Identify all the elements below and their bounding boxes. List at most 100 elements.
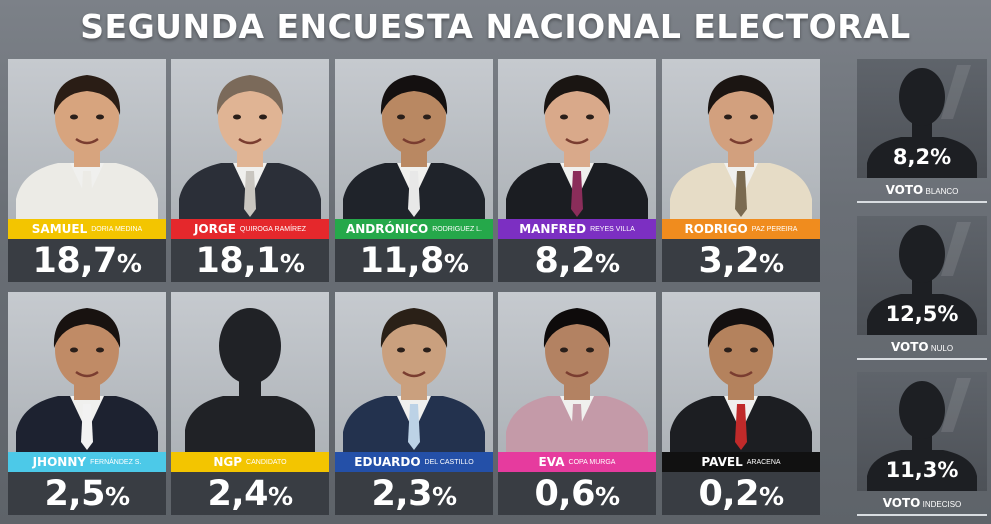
percentage-value: 11,8 — [359, 240, 445, 281]
candidate-name-bar: RODRIGO PAZ PEREIRA — [662, 219, 820, 239]
percentage-value: 0,2 — [698, 473, 759, 514]
candidate-face — [709, 312, 773, 388]
candidate-face — [545, 312, 609, 388]
vote-type-label: VOTO INDECISO — [857, 495, 987, 511]
left-eye — [70, 347, 78, 353]
candidate-card: PAVEL ARACENA 0,2% — [662, 292, 820, 515]
candidate-photo — [171, 292, 329, 452]
candidate-name-bar: EVA COPA MURGA — [498, 452, 656, 472]
candidate-percentage-box: 11,8% — [335, 239, 493, 282]
candidate-portrait — [506, 308, 648, 452]
candidate-portrait — [343, 75, 485, 219]
candidate-photo — [498, 292, 656, 452]
candidate-last-name: REYES VILLA — [590, 225, 635, 233]
percentage-value: 2,5 — [44, 473, 105, 514]
candidate-portrait — [670, 308, 812, 452]
candidate-last-name: CANDIDATO — [246, 458, 287, 466]
candidate-percentage-box: 3,2% — [662, 239, 820, 282]
candidate-last-name: ARACENA — [746, 458, 781, 466]
candidate-last-name: FERNÁNDEZ S. — [90, 458, 142, 466]
candidate-percentage: 2,5% — [44, 473, 130, 514]
candidate-card: ANDRÓNICO RODRIGUEZ L. 11,8% — [335, 59, 493, 282]
candidate-card: MANFRED REYES VILLA 8,2% — [498, 59, 656, 282]
candidate-name-bar: ANDRÓNICO RODRIGUEZ L. — [335, 219, 493, 239]
candidate-card: EDUARDO DEL CASTILLO 2,3% — [335, 292, 493, 515]
candidate-card: JHONNY FERNÁNDEZ S. 2,5% — [8, 292, 166, 515]
candidate-first-name: RODRIGO — [684, 222, 748, 236]
percent-sign: % — [116, 248, 142, 278]
percent-sign: % — [594, 248, 620, 278]
vote-type-box: 12,5% — [857, 216, 987, 335]
candidate-percentage-box: 18,7% — [8, 239, 166, 282]
silhouette-icon — [867, 65, 977, 178]
candidate-photo — [335, 292, 493, 452]
divider-line — [857, 358, 987, 360]
left-eye — [397, 347, 405, 353]
candidate-name-bar: SAMUEL DORIA MEDINA — [8, 219, 166, 239]
silhouette-neck — [912, 121, 932, 141]
percentage-value: 0,6 — [534, 473, 595, 514]
candidate-photo — [662, 292, 820, 452]
glare-shape — [941, 65, 971, 119]
vote-word: VOTO — [882, 496, 921, 510]
candidate-first-name: MANFRED — [519, 222, 587, 236]
candidate-mouth — [402, 137, 426, 145]
candidate-percentage-box: 2,3% — [335, 472, 493, 515]
vote-type-box: 8,2% — [857, 59, 987, 178]
candidate-card: SAMUEL DORIA MEDINA 18,7% — [8, 59, 166, 282]
left-eye — [397, 114, 405, 120]
candidate-percentage: 3,2% — [698, 241, 784, 281]
candidate-last-name: COPA MURGA — [568, 458, 616, 466]
right-eye — [423, 114, 431, 120]
silhouette-body — [185, 396, 315, 452]
percentage-value: 8,2 — [534, 240, 595, 281]
candidate-tie — [571, 171, 583, 217]
percentage-value: 2,3 — [371, 473, 432, 514]
candidate-mouth — [238, 137, 262, 145]
candidate-tie — [81, 171, 93, 217]
percentage-value: 2,4 — [207, 473, 268, 514]
vote-type-nulo: 12,5% VOTO NULO — [857, 216, 987, 362]
candidate-hair — [53, 308, 121, 348]
left-eye — [724, 114, 732, 120]
divider-line — [857, 201, 987, 203]
candidate-face — [55, 312, 119, 388]
candidate-percentage-box: 0,6% — [498, 472, 656, 515]
percent-sign: % — [758, 481, 784, 511]
percent-sign: % — [443, 248, 469, 278]
candidate-first-name: PAVEL — [701, 455, 743, 469]
vote-type-box: 11,3% — [857, 372, 987, 491]
candidate-first-name: EVA — [538, 455, 565, 469]
candidate-portrait — [343, 308, 485, 452]
candidate-face — [709, 79, 773, 155]
candidate-percentage: 8,2% — [534, 240, 620, 281]
candidate-hair — [216, 75, 284, 115]
candidate-percentage: 18,7% — [33, 241, 142, 281]
percent-sign: % — [267, 481, 293, 511]
candidate-hair — [543, 308, 611, 348]
vote-type-blanco: 8,2% VOTO BLANCO — [857, 59, 987, 205]
percent-sign: % — [104, 481, 130, 511]
candidate-tie — [244, 171, 256, 217]
candidate-first-name: JHONNY — [32, 455, 87, 469]
right-eye — [423, 347, 431, 353]
candidate-last-name: DORIA MEDINA — [91, 225, 143, 233]
candidate-portrait — [16, 75, 158, 219]
candidate-card: NGP CANDIDATO 2,4% — [171, 292, 329, 515]
candidate-mouth — [565, 137, 589, 145]
candidate-portrait — [179, 75, 321, 219]
candidate-name-bar: JORGE QUIROGA RAMÍREZ — [171, 219, 329, 239]
candidate-hair — [53, 75, 121, 115]
candidate-name-bar: NGP CANDIDATO — [171, 452, 329, 472]
candidate-last-name: QUIROGA RAMÍREZ — [239, 225, 307, 233]
candidate-first-name: SAMUEL — [31, 222, 88, 236]
silhouette-body — [867, 137, 977, 178]
vote-word: VOTO — [890, 340, 929, 354]
candidate-face — [218, 79, 282, 155]
vote-type-label: VOTO BLANCO — [857, 182, 987, 198]
silhouette-head — [219, 308, 281, 384]
candidate-portrait — [670, 75, 812, 219]
right-eye — [96, 347, 104, 353]
silhouette-body — [867, 294, 977, 335]
percentage-value: 18,7 — [32, 240, 118, 281]
